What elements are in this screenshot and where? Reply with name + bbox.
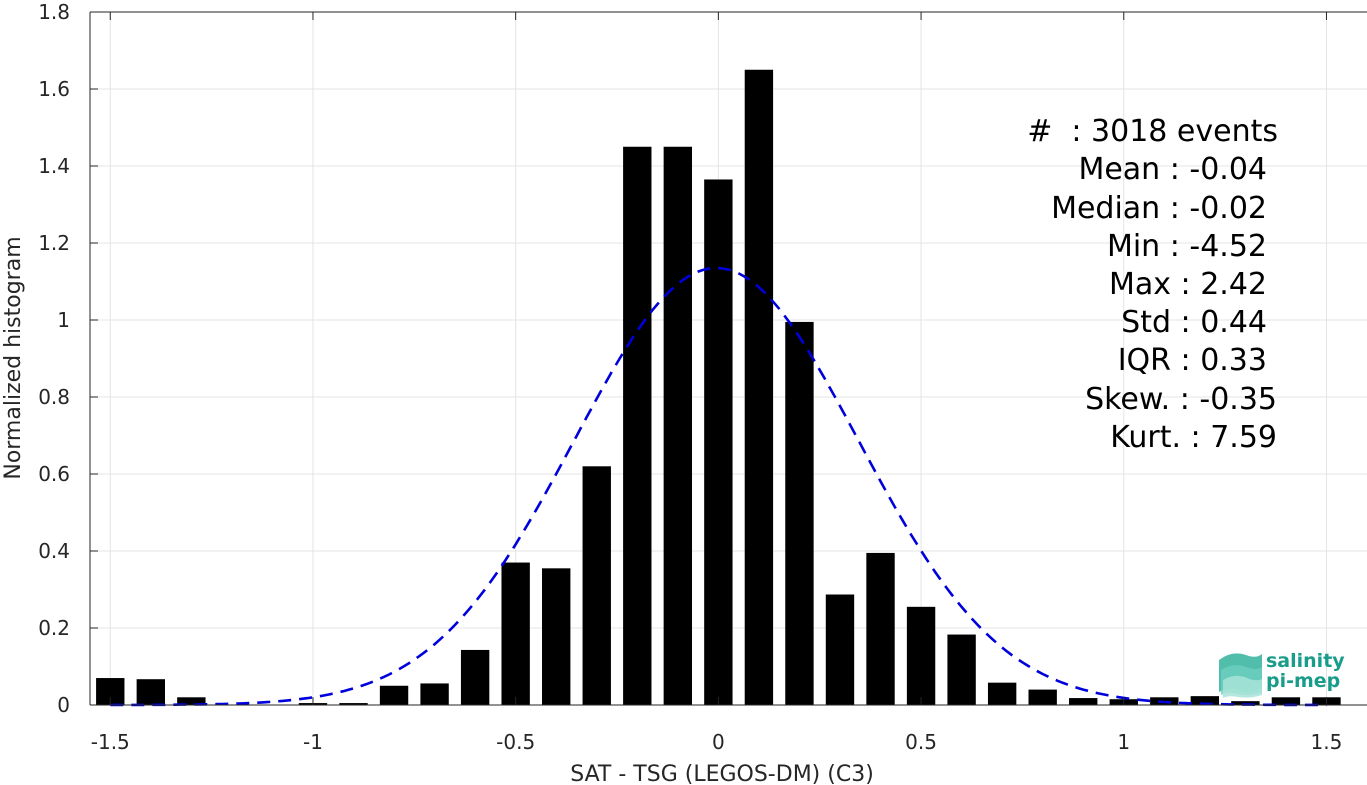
histogram-bar [623,146,652,705]
x-axis-title: SAT - TSG (LEGOS-DM) (C3) [570,762,874,785]
histogram-bar [177,697,206,705]
bars [96,69,1341,706]
histogram-bar [501,562,530,705]
histogram-bar [704,179,733,706]
histogram-bar [663,146,693,705]
y-tick-label: 0.4 [38,539,70,563]
histogram-bar [1271,697,1301,705]
histogram-bar [744,69,774,705]
stat-median: Median : -0.02 [1051,191,1267,226]
stat-kurt: Kurt. : 7.59 [1110,420,1277,455]
x-tick-label: -0.5 [496,730,535,754]
histogram-bar [987,682,1017,705]
y-tick-label: 1.8 [38,0,70,24]
y-tick-label: 0.2 [38,616,70,640]
logo-waves-icon [1219,653,1262,698]
histogram-bar [1231,701,1260,705]
x-tick-label: 0.5 [905,730,937,754]
x-axis-ticks: -1.5 -1 -0.5 0 0.5 1 1.5 [91,12,1343,754]
y-tick-label: 1.2 [38,231,70,255]
stat-max: Max : 2.42 [1109,267,1267,302]
x-tick-label: 0 [712,730,725,754]
y-tick-label: 0 [57,693,70,717]
y-axis-ticks: 0 0.2 0.4 0.6 0.8 1 1.2 1.4 1.6 1.8 [38,0,98,717]
x-tick-label: 1.5 [1311,730,1343,754]
stat-std: Std : 0.44 [1121,305,1267,340]
axes [89,11,1367,706]
histogram-bar [542,568,571,705]
logo-salinity-text: salinity [1266,650,1345,672]
logo-pimep-text: pi-mep [1266,670,1340,692]
histogram-bar [785,321,814,705]
y-tick-label: 1 [57,308,70,332]
stat-iqr: IQR : 0.33 [1118,343,1267,378]
y-tick-label: 1.4 [38,154,70,178]
histogram-bar [420,683,449,705]
histogram-bar [136,679,165,705]
y-tick-label: 1.6 [38,77,70,101]
stat-min: Min : -4.52 [1107,229,1267,264]
histogram-bar [339,703,368,705]
histogram-bar [1069,698,1098,705]
stat-mean: Mean : -0.04 [1078,152,1267,187]
y-tick-label: 0.8 [38,385,70,409]
stat-skew: Skew. : -0.35 [1085,382,1277,417]
histogram-bar [460,649,490,705]
y-tick-label: 0.6 [38,462,70,486]
histogram-bar [1028,689,1057,705]
histogram-bar [582,466,611,705]
histogram-bar [866,552,895,705]
histogram-bar [825,594,855,705]
salinity-pi-mep-logo: salinity pi-mep [1219,650,1345,698]
x-tick-label: -1.5 [91,730,130,754]
histogram-bar [1190,696,1220,705]
histogram-bar [906,606,936,705]
statistics-box: # : 3018 events Mean : -0.04 Median : -0… [1027,114,1278,455]
x-tick-label: -1 [303,730,323,754]
histogram-bar [947,634,976,705]
y-axis-title: Normalized histogram [1,236,26,479]
x-tick-label: 1 [1117,730,1130,754]
histogram-bar [379,685,409,705]
stat-events: # : 3018 events [1027,114,1278,149]
